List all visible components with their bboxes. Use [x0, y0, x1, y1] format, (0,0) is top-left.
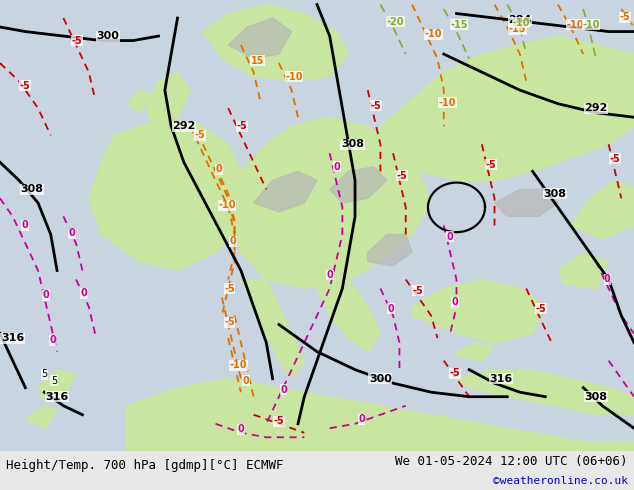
- Polygon shape: [241, 279, 304, 379]
- Text: -5: -5: [20, 81, 30, 91]
- Text: -5: -5: [397, 171, 407, 181]
- Polygon shape: [254, 172, 317, 212]
- Polygon shape: [368, 234, 412, 266]
- Text: 0: 0: [388, 304, 394, 314]
- Text: 308: 308: [585, 392, 607, 402]
- Text: 0: 0: [49, 335, 56, 345]
- Text: 292: 292: [172, 121, 195, 131]
- Polygon shape: [330, 167, 387, 203]
- Polygon shape: [228, 117, 431, 289]
- Text: -10: -10: [230, 360, 247, 370]
- Polygon shape: [412, 279, 545, 343]
- Polygon shape: [146, 72, 190, 122]
- Polygon shape: [203, 4, 349, 81]
- Text: -5: -5: [620, 12, 630, 22]
- Polygon shape: [38, 369, 76, 401]
- Polygon shape: [380, 36, 634, 180]
- Text: -5: -5: [610, 154, 620, 164]
- Text: -5: -5: [371, 101, 381, 111]
- Text: 284: 284: [508, 15, 531, 25]
- Text: 0: 0: [42, 290, 49, 300]
- Text: 0: 0: [81, 288, 87, 298]
- Text: -15: -15: [450, 20, 468, 30]
- Text: 308: 308: [341, 139, 364, 149]
- Text: -5: -5: [224, 318, 235, 327]
- Text: 5: 5: [41, 369, 48, 379]
- Text: -15: -15: [508, 24, 526, 34]
- Text: 292: 292: [585, 103, 607, 113]
- Polygon shape: [456, 343, 495, 361]
- Text: -5: -5: [450, 368, 460, 378]
- Text: -10: -10: [567, 20, 585, 30]
- Text: -5: -5: [413, 286, 423, 296]
- Text: ©weatheronline.co.uk: ©weatheronline.co.uk: [493, 476, 628, 487]
- Text: 0: 0: [604, 274, 611, 285]
- Text: 0: 0: [238, 424, 244, 434]
- Text: 0: 0: [22, 220, 29, 230]
- Text: We 01-05-2024 12:00 UTC (06+06): We 01-05-2024 12:00 UTC (06+06): [395, 455, 628, 468]
- Text: -20: -20: [387, 17, 404, 26]
- Text: 0: 0: [243, 376, 249, 386]
- Text: 0: 0: [230, 236, 236, 246]
- Text: 0: 0: [69, 228, 75, 238]
- Text: 15: 15: [250, 56, 264, 66]
- Text: -5: -5: [237, 121, 247, 131]
- Polygon shape: [495, 189, 558, 217]
- Text: 0: 0: [280, 385, 287, 395]
- Text: -5: -5: [224, 284, 235, 294]
- Text: 316: 316: [46, 392, 68, 402]
- Text: -10: -10: [512, 18, 530, 27]
- Polygon shape: [127, 379, 634, 451]
- Text: Height/Temp. 700 hPa [gdmp][°C] ECMWF: Height/Temp. 700 hPa [gdmp][°C] ECMWF: [6, 459, 284, 472]
- Text: 0: 0: [358, 414, 365, 424]
- Text: 308: 308: [20, 184, 43, 195]
- Polygon shape: [127, 90, 152, 113]
- Polygon shape: [228, 18, 292, 59]
- Text: 308: 308: [543, 189, 566, 199]
- Text: -10: -10: [439, 98, 456, 108]
- Text: -5: -5: [72, 36, 82, 46]
- Text: 0: 0: [452, 297, 458, 307]
- Text: 0: 0: [327, 270, 333, 280]
- Text: -5: -5: [486, 160, 496, 170]
- Text: -5: -5: [274, 416, 284, 426]
- Text: -10: -10: [285, 72, 303, 82]
- Text: -10: -10: [218, 200, 236, 210]
- Text: -5: -5: [536, 304, 546, 314]
- Text: -5: -5: [195, 130, 205, 140]
- Text: 300: 300: [369, 374, 392, 384]
- Polygon shape: [558, 252, 609, 289]
- Text: -10: -10: [425, 29, 443, 39]
- Text: 5: 5: [51, 376, 57, 386]
- Polygon shape: [25, 406, 57, 428]
- Text: 0: 0: [334, 162, 340, 172]
- Polygon shape: [89, 117, 254, 270]
- Polygon shape: [571, 180, 634, 239]
- Polygon shape: [456, 369, 634, 415]
- Text: 316: 316: [489, 374, 512, 384]
- Text: 0: 0: [447, 232, 453, 242]
- Text: 300: 300: [96, 31, 119, 41]
- Text: 0: 0: [216, 164, 222, 174]
- Text: 316: 316: [1, 333, 24, 343]
- Polygon shape: [317, 279, 380, 352]
- Text: -10: -10: [582, 20, 600, 30]
